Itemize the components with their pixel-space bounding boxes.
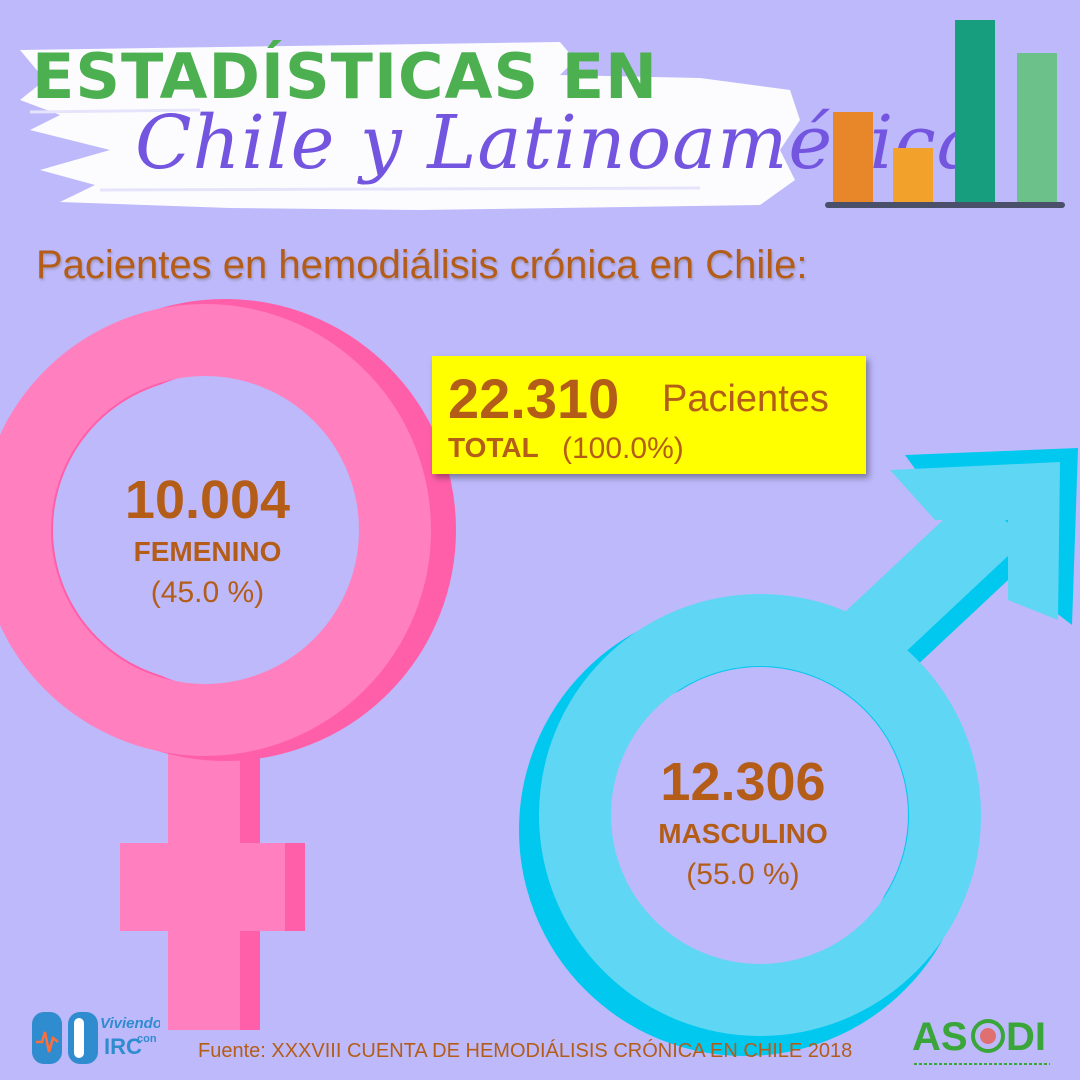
total-label: TOTAL	[448, 432, 539, 463]
svg-text:con: con	[137, 1033, 157, 1045]
masculino-percent: (55.0 %)	[686, 858, 800, 891]
male-symbol-icon	[519, 448, 1078, 1056]
femenino-label: FEMENINO	[133, 536, 282, 567]
asodi-logo: AS DI	[912, 1015, 1050, 1065]
svg-text:Viviendo: Viviendo	[100, 1015, 160, 1032]
total-box: 22.310 Pacientes TOTAL (100.0%)	[432, 356, 866, 474]
bar-chart-icon	[825, 20, 1065, 208]
svg-text:AS: AS	[912, 1015, 968, 1059]
subtitle: Pacientes en hemodiálisis crónica en Chi…	[36, 243, 808, 287]
viviendo-con-irc-logo: Viviendo IRC con	[32, 1012, 160, 1064]
total-percent: (100.0%)	[562, 432, 684, 465]
svg-text:IRC: IRC	[104, 1034, 142, 1059]
femenino-stat: 10.004 FEMENINO (45.0 %)	[95, 470, 320, 610]
femenino-percent: (45.0 %)	[150, 576, 265, 609]
masculino-label: MASCULINO	[658, 818, 828, 849]
source-note: Fuente: XXXVIII CUENTA DE HEMODIÁLISIS C…	[198, 1040, 853, 1062]
masculino-number: 12.306	[660, 752, 826, 812]
total-number: 22.310	[448, 367, 620, 430]
femenino-number: 10.004	[124, 470, 291, 530]
masculino-stat: 12.306 MASCULINO (55.0 %)	[618, 752, 868, 892]
svg-text:DI: DI	[1006, 1015, 1046, 1059]
title-line-1: ESTADÍSTICAS EN	[32, 40, 658, 113]
title-brush-background	[20, 42, 800, 210]
total-unit: Pacientes	[662, 378, 829, 420]
female-symbol-icon	[0, 299, 456, 1030]
